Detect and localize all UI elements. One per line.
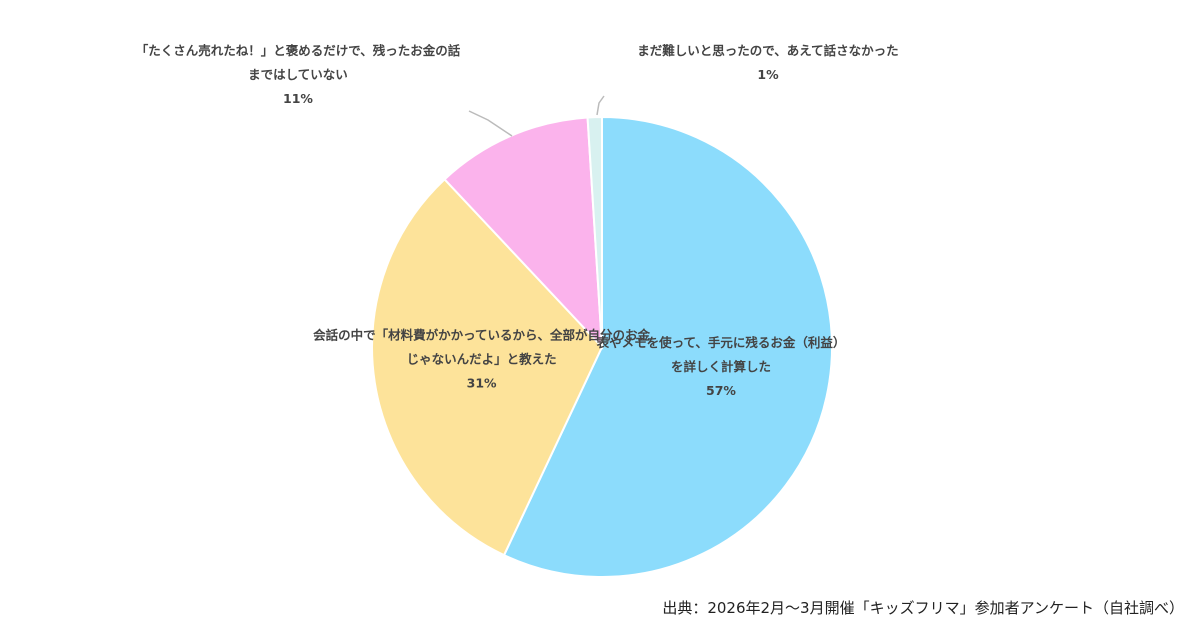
slice-2-label-line-2: じゃないんだよ」と教えた <box>407 352 557 367</box>
slice-3-label-line-1: 「たくさん売れたね！」と褒めるだけで、残ったお金の話 <box>136 43 461 58</box>
slice-2-wedge <box>371 177 604 557</box>
slice-2-value-label: 31% <box>467 376 497 391</box>
slice-4-value-label: 1% <box>757 67 779 82</box>
leader-lines <box>468 95 605 137</box>
slice-4-wedge <box>586 115 603 348</box>
slice-3-label-line-2: まではしていない <box>248 67 348 82</box>
pie-slices <box>371 115 833 578</box>
slice-1-label-line-1: 表やメモを使って、手元に残るお金（利益） <box>596 335 846 350</box>
slice-1-wedge <box>502 115 833 578</box>
slice-3-value-label: 11% <box>283 91 313 106</box>
slice-1-label-line-2: を詳しく計算した <box>671 359 771 374</box>
slice-3-leader-line <box>468 110 513 137</box>
slice-4-label-line-1: まだ難しいと思ったので、あえて話さなかった <box>637 43 898 58</box>
slice-1-value-label: 57% <box>706 383 736 398</box>
slice-4-leader-line <box>596 95 605 116</box>
slice-labels: 表やメモを使って、手元に残るお金（利益） を詳しく計算した 57% 会話の中で「材料費… <box>136 43 899 398</box>
slice-2-label-line-1: 会話の中で「材料費がかかっているから、全部が自分のお金 <box>313 328 650 343</box>
source-note: 出典：2026年2月〜3月開催「キッズフリマ」参加者アンケート（自社調べ） <box>662 599 1184 617</box>
